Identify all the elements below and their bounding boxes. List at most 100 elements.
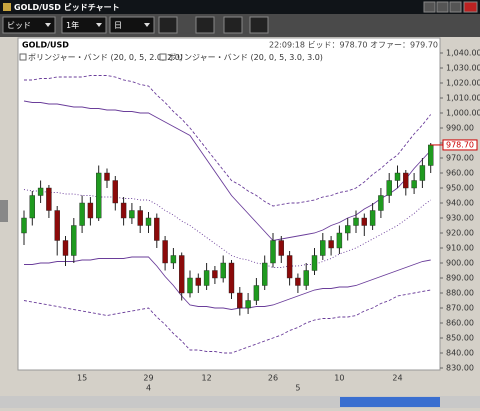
bollinger-line bbox=[23, 289, 431, 354]
scroll-thumb[interactable] bbox=[340, 397, 440, 407]
candle-body bbox=[237, 292, 243, 309]
candle-body bbox=[270, 240, 276, 264]
x-tick-label: 12 bbox=[202, 374, 212, 383]
side-tab[interactable] bbox=[0, 200, 8, 222]
bollinger-line bbox=[23, 100, 432, 241]
candle-body bbox=[311, 255, 318, 271]
candle-body bbox=[79, 202, 85, 226]
candle-body bbox=[353, 217, 359, 226]
candle-body bbox=[195, 277, 202, 286]
candle-body bbox=[145, 217, 152, 226]
y-tick-label: 880.00 bbox=[446, 289, 474, 298]
legend-checkbox[interactable] bbox=[19, 53, 27, 61]
candle-body bbox=[54, 210, 60, 241]
x-tick-label: 29 bbox=[143, 374, 153, 383]
candle-body bbox=[137, 210, 143, 226]
candle-body bbox=[320, 240, 326, 256]
minimize-button[interactable] bbox=[423, 1, 436, 13]
bollinger-line bbox=[23, 189, 431, 268]
maximize-button[interactable] bbox=[436, 1, 449, 13]
y-tick-label: 1,020.00 bbox=[446, 79, 480, 88]
y-tick-label: 1,040.00 bbox=[446, 49, 480, 58]
x-tick-label: 26 bbox=[268, 374, 278, 383]
trend-tool-button[interactable] bbox=[195, 16, 215, 34]
x-month-label: 4 bbox=[146, 384, 151, 393]
candle-body bbox=[71, 225, 77, 256]
y-tick-label: 830.00 bbox=[446, 364, 474, 373]
candle-body bbox=[170, 255, 177, 264]
candle-body bbox=[386, 180, 392, 196]
y-tick-label: 890.00 bbox=[446, 274, 474, 283]
y-tick-label: 930.00 bbox=[446, 214, 474, 223]
legend-entry: ボリンジャー・バンド (20, 0, 5, 2.0, 2.0) bbox=[28, 53, 183, 62]
candle-body bbox=[286, 255, 293, 279]
interval-dropdown[interactable]: 日 bbox=[109, 16, 155, 34]
price-type: ビッド bbox=[7, 21, 31, 30]
draw-line-button[interactable] bbox=[158, 16, 178, 34]
candle-body bbox=[154, 217, 160, 241]
y-tick-label: 870.00 bbox=[446, 304, 474, 313]
period: 1年 bbox=[66, 20, 79, 30]
candle-body bbox=[403, 172, 409, 189]
candle-body bbox=[46, 187, 52, 211]
bollinger-line bbox=[24, 75, 432, 207]
last-price-box bbox=[442, 139, 478, 151]
candle-body bbox=[21, 217, 27, 234]
candle-body bbox=[129, 210, 135, 219]
candle-body bbox=[228, 262, 235, 294]
period-dropdown[interactable]: 1年 bbox=[61, 16, 107, 34]
candle-body bbox=[187, 277, 193, 294]
y-tick-label: 1,010.00 bbox=[446, 94, 480, 103]
candle-body bbox=[95, 172, 102, 219]
y-tick-label: 850.00 bbox=[446, 334, 474, 343]
window-title: GOLD/USD ビッドチャート bbox=[14, 2, 120, 12]
x-tick-label: 24 bbox=[392, 374, 402, 383]
y-tick-label: 1,000.00 bbox=[446, 109, 480, 118]
candle-body bbox=[29, 195, 35, 219]
y-tick-label: 970.00 bbox=[446, 154, 474, 163]
candle-body bbox=[303, 270, 309, 286]
candle-body bbox=[394, 172, 401, 181]
y-tick-label: 950.00 bbox=[446, 184, 474, 193]
close-button[interactable] bbox=[463, 1, 478, 13]
candle-body bbox=[295, 277, 301, 286]
candle-body bbox=[162, 240, 168, 264]
x-tick-label: 15 bbox=[77, 374, 87, 383]
y-tick-label: 920.00 bbox=[446, 229, 474, 238]
y-tick-label: 860.00 bbox=[446, 319, 474, 328]
candle-body bbox=[262, 262, 268, 286]
title-bar bbox=[0, 0, 480, 14]
pin-button[interactable] bbox=[449, 1, 462, 13]
candle-body bbox=[278, 240, 284, 256]
last-price-label: 978.70 bbox=[446, 140, 474, 149]
candle-body bbox=[220, 262, 226, 279]
y-tick-label: 910.00 bbox=[446, 244, 474, 253]
y-tick-label: 840.00 bbox=[446, 349, 474, 358]
candle-body bbox=[120, 202, 127, 219]
candle-body bbox=[253, 285, 260, 301]
price-type-dropdown[interactable]: ビッド bbox=[2, 16, 56, 34]
y-tick-label: 900.00 bbox=[446, 259, 474, 268]
candle-body bbox=[419, 165, 426, 181]
bollinger-line bbox=[24, 256, 431, 310]
status: 22:09:18 ビッド：978.70 オファー：979.70 bbox=[269, 41, 438, 50]
candle-body bbox=[361, 217, 367, 226]
x-tick-label: 10 bbox=[334, 374, 344, 383]
print-button[interactable] bbox=[223, 16, 243, 34]
candle-body bbox=[345, 225, 351, 234]
candle-body bbox=[178, 255, 185, 294]
candle-body bbox=[336, 232, 343, 249]
candle-body bbox=[62, 240, 69, 256]
candle-body bbox=[87, 202, 94, 219]
candle-body bbox=[369, 210, 376, 226]
indicator-button[interactable] bbox=[249, 16, 269, 34]
candle-body bbox=[328, 240, 334, 249]
candle-body bbox=[104, 172, 110, 181]
interval: 日 bbox=[114, 21, 122, 30]
legend-entry: ボリンジャー・バンド (20, 0, 5, 3.0, 3.0) bbox=[168, 53, 323, 62]
legend-checkbox[interactable] bbox=[159, 53, 167, 61]
symbol: GOLD/USD bbox=[22, 41, 69, 50]
candle-body bbox=[37, 187, 44, 196]
y-tick-label: 940.00 bbox=[446, 199, 474, 208]
candle-body bbox=[212, 270, 218, 279]
